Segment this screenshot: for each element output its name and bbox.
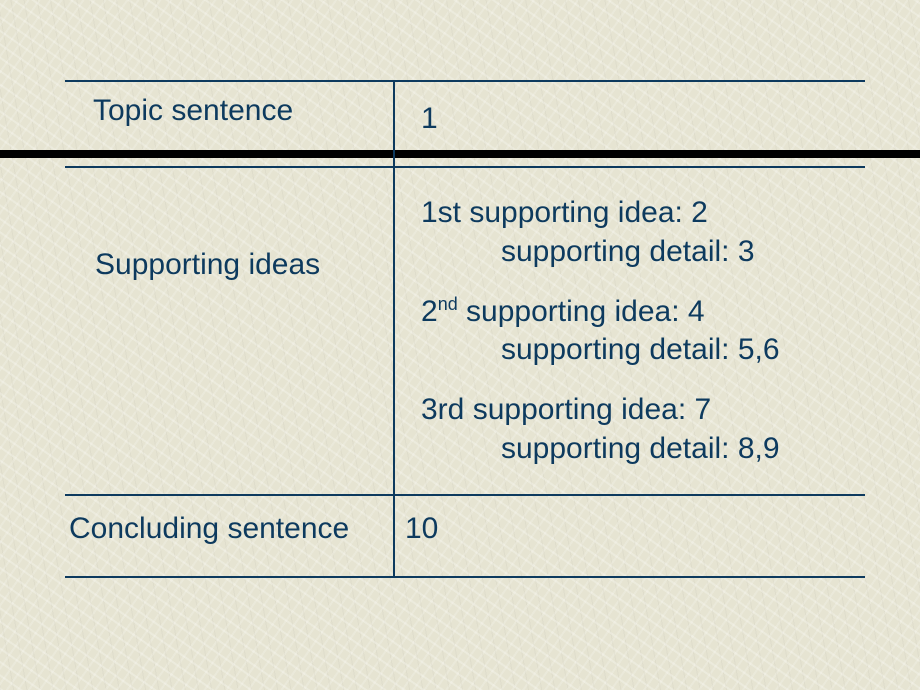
supporting-detail-line: supporting detail: 3 (421, 232, 855, 271)
supporting-detail-line: supporting detail: 8,9 (421, 429, 855, 468)
row-label-cell: Topic sentence (65, 82, 395, 166)
supporting-detail-line: supporting detail: 5,6 (421, 330, 855, 369)
row-value-cell: 1st supporting idea: 2 supporting detail… (395, 168, 865, 494)
slide: Topic sentence 1 Supporting ideas 1st su… (0, 0, 920, 690)
row-label-cell: Supporting ideas (65, 168, 395, 494)
supporting-ideas-label: Supporting ideas (95, 248, 320, 282)
paragraph-structure-table: Topic sentence 1 Supporting ideas 1st su… (65, 80, 865, 578)
row-value-cell: 10 (395, 496, 865, 576)
supporting-idea-block: 2nd supporting idea: 4 supporting detail… (421, 293, 855, 370)
table-row: Topic sentence 1 (65, 82, 865, 168)
concluding-sentence-value: 10 (405, 512, 438, 545)
table-row: Concluding sentence 10 (65, 496, 865, 578)
supporting-idea-line: 1st supporting idea: 2 (421, 194, 855, 232)
supporting-idea-block: 1st supporting idea: 2 supporting detail… (421, 194, 855, 271)
supporting-idea-block: 3rd supporting idea: 7 supporting detail… (421, 391, 855, 468)
supporting-idea-line: 3rd supporting idea: 7 (421, 391, 855, 429)
topic-sentence-label: Topic sentence (93, 94, 293, 128)
concluding-sentence-label: Concluding sentence (69, 512, 349, 546)
supporting-idea-line: 2nd supporting idea: 4 (421, 293, 855, 331)
topic-sentence-value: 1 (421, 102, 438, 135)
ordinal-prefix: 2 (421, 295, 438, 328)
row-label-cell: Concluding sentence (65, 496, 395, 576)
table-row: Supporting ideas 1st supporting idea: 2 … (65, 168, 865, 496)
ordinal-superscript: nd (438, 294, 458, 314)
row-value-cell: 1 (395, 82, 865, 166)
idea-rest: supporting idea: 4 (458, 295, 705, 328)
